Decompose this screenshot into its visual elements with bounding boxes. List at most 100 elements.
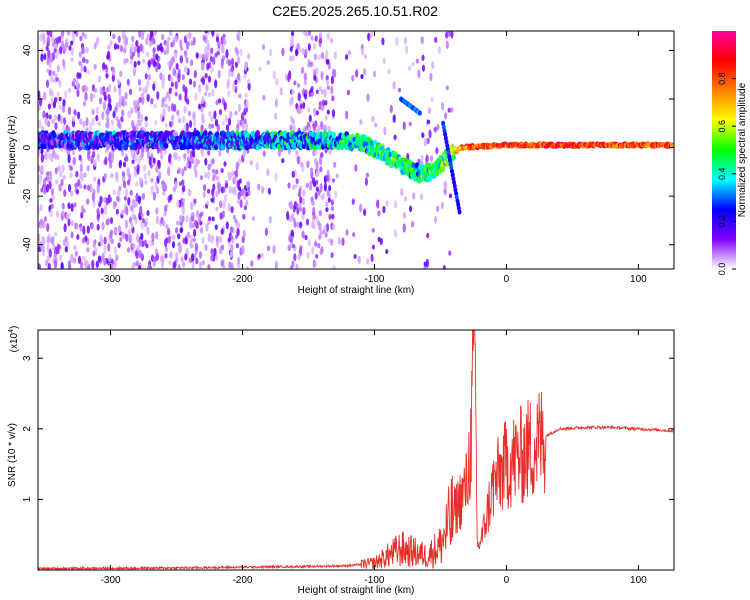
spectrogram-cell [79,183,83,189]
spectrogram-cell [299,103,303,110]
spectrogram-cell [447,31,451,37]
spectrogram-cell [136,244,140,250]
spectrogram-cell [177,155,181,162]
spectrogram-cell [402,121,406,131]
spectrogram-cell [411,162,416,169]
spectrogram-cell [48,180,52,190]
spectrogram-cell [241,121,245,130]
spectrogram-cell [152,260,156,268]
spectrogram-cell [365,172,370,178]
spectrogram-cell [137,60,141,66]
spectrogram-cell [327,197,331,203]
spectrogram-cell [331,109,336,118]
spectrogram-cell [81,45,85,55]
spectrogram-cell [330,252,334,259]
spectrogram-cell [172,40,176,47]
spectrogram-cell [78,154,82,161]
spectrogram-cell [49,56,54,63]
spectrogram-cell [301,198,305,206]
spectrogram-cell [237,31,241,39]
spectrogram-cell [167,235,171,244]
spectrogram-cell [85,46,89,54]
spectrogram-cell [201,53,206,61]
spectrogram-cell [136,99,140,109]
spectrogram-cell [345,229,349,236]
colorbar-tick-label: 0.2 [717,215,727,228]
spectrogram-cell [199,226,204,234]
spectrogram-cell [366,257,370,265]
spectrogram-cell [177,68,181,75]
spectrogram-cell [307,238,311,248]
spectrogram-cell [121,170,126,177]
spectrogram-cell [155,53,159,61]
spectrogram-cell [85,198,90,205]
spectrogram-cell [451,154,456,161]
spectrogram-cell [237,256,241,265]
spectrogram-cell [327,62,331,70]
spectrogram-cell [132,243,136,250]
spectrogram-cell [89,122,93,132]
spectrogram-cell [251,216,255,221]
spectrogram-cell [79,118,83,125]
colorbar-ticks: 0.0 0.2 0.4 0.6 0.8 [717,72,736,275]
spectrogram-cell [121,95,125,105]
spectrogram-cell [188,120,193,128]
spectrogram-cell [135,259,140,267]
spectrogram-cell [325,58,330,65]
spectrogram-cell [318,209,322,217]
spectrogram-cell [329,37,334,44]
spectrogram-cell [267,187,271,195]
spectrogram-cell [62,99,66,107]
spectrogram-cell [315,110,319,116]
spectrogram-cell [53,260,58,269]
spectrogram-cell [211,168,216,174]
spectrogram-cell [105,199,109,206]
spectrogram-cell [82,101,86,107]
spectrogram-cell [211,158,215,165]
spectrogram-cell [59,171,63,178]
spectrogram-cell [74,250,78,257]
spectrogram-cell [377,236,381,243]
spectrogram-cell [76,234,80,241]
spectrogram-cell [148,156,152,166]
spectrogram-cell [225,49,229,58]
spectrogram-cell [146,151,150,160]
spectrogram-cell [291,55,296,62]
spectrogram-cell [220,36,224,45]
spectrogram-cell [318,156,323,166]
spectrogram-cell [160,260,165,269]
spectrogram-cell [293,80,297,86]
spectrogram-cell [110,172,114,179]
spectrogram-cell [381,37,385,46]
spectrogram-cell [161,103,165,108]
spectrogram-cell [70,220,75,227]
spectrogram-cell [103,95,107,101]
spectrogram-cell [82,225,86,235]
spectrogram-cell [75,222,79,230]
spectrogram-cell [82,56,86,64]
spectrogram-cell [40,153,44,163]
spectrogram-cell [146,226,150,235]
spectrogram-cell [172,67,176,77]
spectrogram-cell [72,157,76,165]
spectrogram-cell [183,50,188,56]
spectrogram-cell [364,177,369,186]
spectrogram-cell [109,160,113,169]
spectrogram-cell [105,143,111,150]
spectrogram-cell [53,44,57,49]
spectrogram-cell [135,233,140,243]
spectrogram-cell [48,170,52,177]
spectrogram-cell [123,195,127,201]
spectrogram-cell [94,87,98,93]
spectrogram-cell [313,53,317,60]
spectrogram-cell [96,183,100,193]
spectrogram-cell [330,85,334,95]
spectrogram-cell [191,222,195,228]
spectrogram-cell [245,191,249,197]
spectrogram-cell [198,103,202,110]
spectrogram-cell [180,256,184,263]
spectrogram-cell [444,112,448,120]
spectrogram-cell [415,58,419,64]
spectrogram-cell [75,188,80,195]
spectrogram-cell [59,116,64,125]
